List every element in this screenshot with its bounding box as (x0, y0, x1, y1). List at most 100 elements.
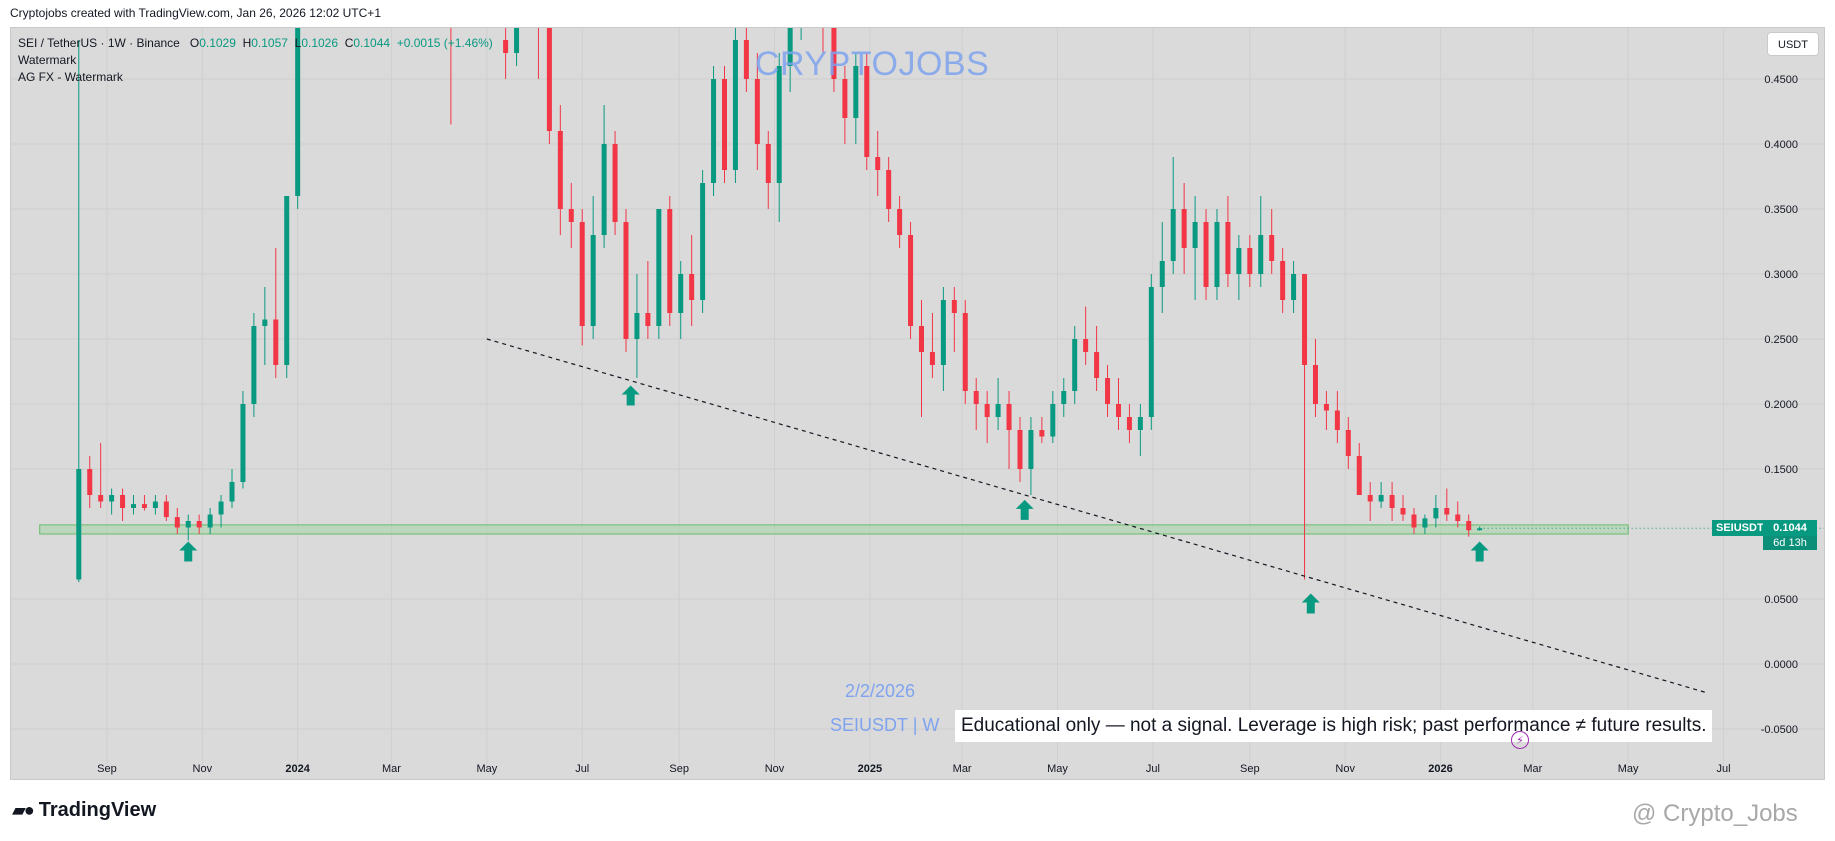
candle-body (76, 469, 82, 580)
candle-body (207, 514, 213, 528)
candle-body (897, 209, 903, 235)
support-zone (39, 524, 1629, 535)
candle-body (1345, 430, 1351, 456)
candle-body (1225, 222, 1231, 274)
candle-body (820, 0, 825, 14)
candle-body (546, 28, 552, 131)
x-tick-label: 2025 (858, 763, 882, 775)
candle-body (1115, 404, 1121, 417)
candle-body (1302, 274, 1308, 365)
x-tick-label: Sep (669, 763, 689, 775)
x-tick-label: 2024 (285, 763, 310, 775)
lightning-icon[interactable]: ⚡ (1511, 731, 1529, 749)
plot-layer (39, 0, 1824, 694)
candle-body (1356, 456, 1362, 495)
candle-body (196, 521, 202, 528)
candle-body (634, 313, 640, 339)
x-tick-label: Mar (953, 763, 972, 775)
candle-body (700, 183, 706, 300)
y-tick-label: 0.0500 (1764, 594, 1798, 606)
currency-button[interactable]: USDT (1767, 32, 1819, 56)
candle-body (503, 40, 509, 53)
author-watermark: @ Crypto_Jobs (1632, 800, 1798, 827)
candle-body (1105, 378, 1111, 404)
candle-body (174, 517, 180, 528)
up-arrow-icon (1301, 593, 1320, 614)
candle-body (1411, 514, 1417, 528)
x-tick-label: Jul (575, 763, 589, 775)
candle-body (623, 222, 629, 339)
candle-body (448, 0, 453, 14)
disclaimer-banner: Educational only — not a signal. Leverag… (955, 710, 1713, 742)
candle-body (152, 501, 158, 508)
candle-body (218, 501, 224, 515)
candle-body (612, 144, 618, 222)
tradingview-logo[interactable]: ▰● TradingView (12, 799, 156, 822)
candle-body (721, 79, 727, 170)
candle-body (98, 495, 104, 502)
candle-body (1170, 209, 1176, 261)
candle-body (240, 404, 246, 482)
candle-body (1291, 274, 1297, 300)
legend-indicator-watermark[interactable]: Watermark (18, 53, 77, 67)
legend-high: 0.1057 (251, 36, 288, 50)
candle-body (645, 313, 651, 326)
candle-body (689, 274, 695, 300)
x-tick-label: Nov (765, 763, 785, 775)
candle-body (1181, 209, 1187, 248)
candle-body (1050, 404, 1056, 437)
candle-body (1280, 261, 1286, 300)
x-tick-label: Jul (1146, 763, 1160, 775)
candle-body (776, 66, 782, 183)
candle-body (732, 40, 738, 170)
legend-open-key: O (189, 36, 200, 50)
candle-body (120, 495, 126, 508)
candle-body (1258, 235, 1264, 274)
candle-body (940, 300, 946, 365)
candle-body (1017, 430, 1023, 469)
candle-body (1323, 404, 1329, 411)
x-tick-label: Jul (1717, 763, 1731, 775)
candle-body (251, 326, 257, 404)
tradingview-brand: TradingView (38, 799, 157, 821)
candle-body (1203, 222, 1209, 287)
last-price-ticker: SEIUSDT (1712, 520, 1768, 537)
candle-body (886, 170, 892, 209)
legend-indicator-agfx-watermark[interactable]: AG FX - Watermark (18, 70, 123, 84)
overlay-symbol-interval: SEIUSDT | W (830, 715, 940, 735)
candle-body (831, 28, 837, 79)
candle-body (973, 391, 979, 404)
legend-symbol[interactable]: SEI / TetherUS · 1W · Binance (18, 36, 180, 50)
candle-body (908, 235, 914, 326)
candle-body (131, 504, 137, 508)
x-tick-label: Nov (1335, 763, 1355, 775)
candle-body (1083, 339, 1089, 352)
candle-body (163, 501, 169, 518)
legend-low-key: L (294, 36, 302, 50)
candle-body (579, 222, 585, 326)
candle-body (711, 79, 717, 183)
candle-body (853, 66, 859, 118)
up-arrow-icon (1015, 499, 1034, 520)
legend-close: 0.1044 (353, 36, 391, 50)
descending-trendline (486, 338, 1707, 694)
candle-body (141, 504, 147, 508)
x-tick-label: Mar (1523, 763, 1542, 775)
tradingview-glyph-icon: ▰● (12, 800, 35, 820)
candle-body (1072, 339, 1078, 391)
y-tick-label: 0.3000 (1764, 269, 1798, 281)
legend-high-key: H (242, 36, 252, 50)
candle-body (864, 66, 870, 157)
candle-body (229, 482, 235, 502)
candle-body (875, 157, 881, 170)
up-arrow-icon (179, 541, 198, 562)
candle-body (601, 144, 607, 235)
y-tick-label: 0.4000 (1764, 139, 1798, 151)
y-tick-label: 0.1500 (1764, 464, 1798, 476)
candle-body (918, 326, 924, 352)
candle-body (514, 28, 520, 53)
candle-body (1094, 352, 1100, 378)
candle-body (536, 14, 541, 27)
candle-body (109, 495, 115, 502)
